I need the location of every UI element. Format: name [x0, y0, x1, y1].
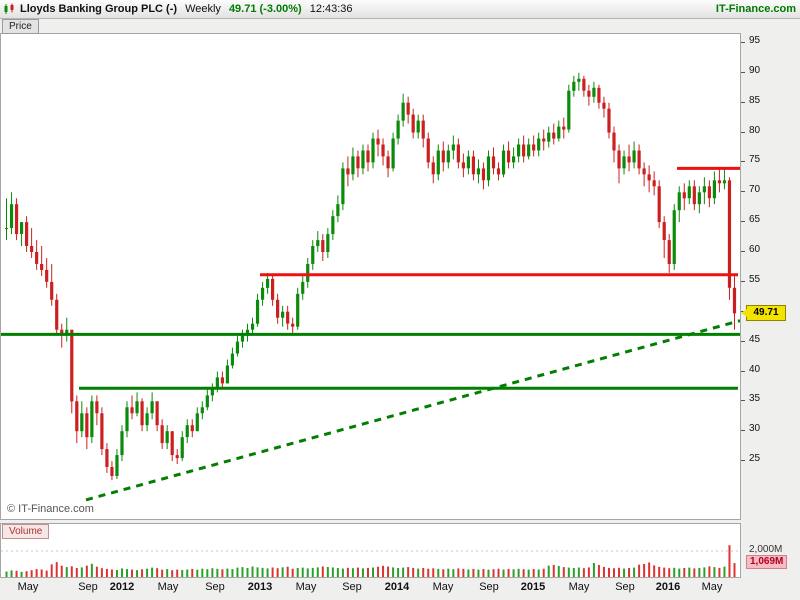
price-tick-label: 35	[749, 393, 761, 405]
time-axis-label: May	[295, 581, 317, 593]
price-tick-label: 90	[749, 64, 761, 76]
price-axis-tick	[741, 42, 745, 43]
price-tick-label: 65	[749, 214, 761, 226]
candlestick-icon	[3, 3, 15, 15]
price-axis-tick	[741, 251, 745, 252]
price-axis-tick	[741, 221, 745, 223]
current-price-value: 49.71	[753, 306, 779, 318]
volume-chart-canvas[interactable]	[1, 524, 740, 577]
price-tick-label: 40	[749, 363, 761, 375]
price-axis-tick	[741, 71, 745, 73]
tab-price[interactable]: Price	[2, 19, 39, 34]
volume-axis: 2,000M 1,069M	[741, 523, 800, 578]
price-tick-label: 30	[749, 423, 761, 435]
app-header: Lloyds Banking Group PLC (-) Weekly 49.7…	[0, 0, 800, 19]
price-tick-label: 95	[749, 35, 761, 46]
volume-scale-label: 2,000M	[749, 544, 783, 555]
price-axis-tick	[741, 460, 745, 462]
price-tick-label: 25	[749, 453, 761, 465]
price-axis-tick	[741, 370, 745, 372]
price-axis-tick	[741, 400, 745, 402]
price-chart[interactable]: © IT-Finance.com	[0, 33, 741, 520]
time-axis-label: May	[157, 581, 179, 593]
time-axis-label: May	[701, 581, 723, 593]
current-price-tag: 49.71	[741, 304, 786, 321]
current-volume-tag: 1,069M	[746, 555, 788, 570]
time-axis-label: 2014	[384, 581, 410, 593]
price-chart-canvas[interactable]	[1, 34, 740, 519]
time-axis-label: 2013	[247, 581, 273, 593]
time-axis-label: Sep	[342, 581, 362, 593]
price-axis-tick	[741, 280, 745, 282]
price-axis-tick	[741, 430, 745, 432]
price-axis-tick	[741, 340, 745, 342]
time-axis: May Sep 2012 May Sep 2013 May Sep 2014 May Sep 2015…	[0, 578, 800, 600]
time-axis-label: 2012	[109, 581, 135, 593]
price-axis-tick	[741, 161, 745, 163]
price-tick-label: 75	[749, 154, 761, 166]
price-tick-label: 85	[749, 94, 761, 106]
time-axis-label: May	[432, 581, 454, 593]
timeframe-label: Weekly	[185, 3, 221, 15]
time-axis-label: Sep	[479, 581, 499, 593]
price-tick-label: 80	[749, 124, 761, 136]
price-tick-label: 45	[749, 333, 761, 345]
price-tick-label: 70	[749, 184, 761, 196]
copyright-label: © IT-Finance.com	[7, 503, 94, 515]
price-quote: 49.71 (-3.00%)	[228, 3, 302, 15]
volume-chart[interactable]	[0, 523, 741, 578]
time-axis-label: 2015	[520, 581, 546, 593]
price-axis[interactable]: 49.71 959085807570656055504540353025	[741, 33, 800, 520]
price-tick-label: 55	[749, 273, 761, 285]
time-axis-label: May	[17, 581, 39, 593]
time-axis-label: Sep	[78, 581, 98, 593]
price-tick-label: 60	[749, 244, 761, 255]
quote-time: 12:43:36	[309, 3, 353, 15]
price-axis-tick	[741, 101, 745, 103]
brand-link[interactable]: IT-Finance.com	[715, 3, 796, 15]
price-axis-tick	[741, 191, 745, 193]
time-axis-label: Sep	[205, 581, 225, 593]
instrument-title: Lloyds Banking Group PLC (-)	[20, 3, 178, 15]
tab-volume[interactable]: Volume	[2, 524, 50, 539]
price-axis-tick	[741, 131, 745, 133]
time-axis-label: May	[568, 581, 590, 593]
time-axis-label: Sep	[615, 581, 635, 593]
time-axis-label: 2016	[655, 581, 681, 593]
